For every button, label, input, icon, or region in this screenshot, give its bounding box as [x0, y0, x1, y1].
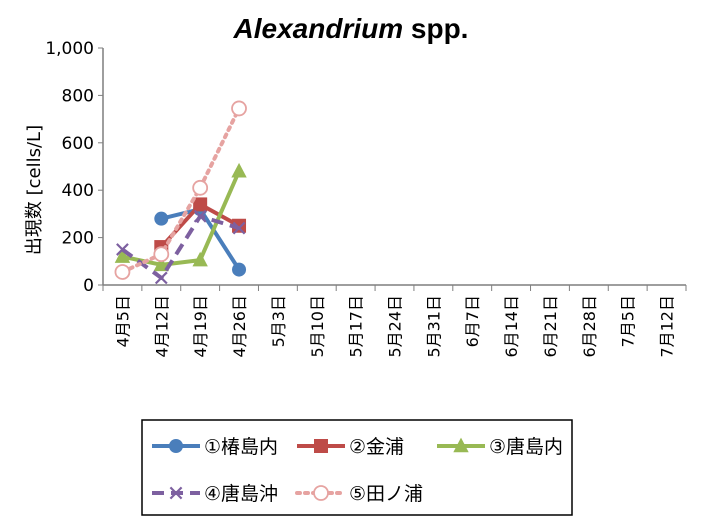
- x-tick-label: 6月7日: [463, 295, 482, 347]
- legend-marker: [313, 485, 329, 501]
- legend-item-5: ⑤田ノ浦: [295, 483, 423, 505]
- data-point: [192, 251, 208, 267]
- x-tick-label: 4月12日: [152, 295, 171, 358]
- legend-box: [141, 419, 573, 516]
- x-tick-label: 7月5日: [619, 295, 638, 347]
- x-tick-label: 5月10日: [308, 295, 327, 358]
- x-tick-label: 6月21日: [541, 295, 560, 358]
- x-marker-stroke: [154, 271, 168, 285]
- axes: [102, 48, 686, 286]
- series-line: [122, 170, 241, 267]
- data-point: [153, 246, 170, 263]
- data-point: [192, 179, 209, 196]
- data-point: [193, 197, 208, 212]
- data-point: [153, 256, 169, 272]
- data-point: [154, 271, 168, 285]
- legend-marker: [453, 437, 469, 453]
- series-4: [116, 209, 246, 285]
- series-line: [121, 214, 240, 280]
- x-tick-label: 6月28日: [580, 295, 599, 358]
- x-tick-label: 4月5日: [113, 295, 132, 347]
- series-group: [114, 100, 247, 285]
- x-tick-label: 5月24日: [386, 295, 405, 358]
- x-tick-label: 5月17日: [347, 295, 366, 358]
- legend-item-4: ④唐島沖: [152, 483, 278, 505]
- x-marker-stroke: [169, 486, 183, 500]
- x-marker-stroke: [232, 221, 246, 235]
- chart-title-rest: spp.: [403, 13, 468, 44]
- x-tick-labels: 4月5日 4月12日 4月19日 4月26日 5月3日 5月10日 5月17日 5月24日 5月…: [102, 285, 687, 358]
- x-tick-label: 4月19日: [191, 295, 210, 358]
- legend-item-3: ③唐島内: [437, 436, 563, 458]
- legend-label: ④唐島沖: [204, 483, 278, 505]
- data-point: [232, 221, 246, 235]
- data-point: [154, 211, 169, 226]
- chart-title-italic: Alexandrium: [233, 13, 404, 44]
- y-tick-label: 600: [62, 134, 94, 154]
- x-tick-label: 5月31日: [424, 295, 443, 358]
- legend-marker: [169, 439, 183, 453]
- legend-label: ③唐島内: [489, 436, 563, 458]
- y-tick-label: 400: [62, 181, 94, 201]
- y-tick-label: 800: [62, 86, 94, 106]
- series-5: [114, 100, 247, 280]
- legend-label: ①椿島内: [204, 436, 278, 458]
- legend-item-1: ①椿島内: [152, 436, 278, 458]
- series-line: [120, 106, 242, 274]
- legend-marker: [314, 439, 328, 453]
- x-tick-label: 5月3日: [269, 295, 288, 347]
- x-tick-label: 6月14日: [502, 295, 521, 358]
- data-point: [114, 248, 131, 263]
- data-point: [232, 262, 247, 277]
- data-point: [232, 218, 247, 233]
- y-tick-label: 1,000: [45, 39, 94, 59]
- series-3: [114, 162, 247, 272]
- y-axis-label: 出現数 [cells/L]: [24, 125, 45, 255]
- x-tick-label: 7月12日: [658, 295, 677, 358]
- data-point: [231, 100, 247, 117]
- legend: ①椿島内 ②金浦 ③唐島内 ④唐島沖 ⑤田ノ浦: [152, 436, 563, 505]
- data-point: [193, 209, 207, 223]
- legend-label: ②金浦: [349, 436, 404, 458]
- x-tick-label: 4月26日: [230, 295, 249, 358]
- data-point: [116, 243, 129, 256]
- x-marker-stroke: [116, 243, 129, 256]
- y-tick-label: 0: [83, 276, 94, 296]
- data-point: [114, 264, 131, 280]
- legend-label: ⑤田ノ浦: [349, 483, 423, 505]
- data-point: [231, 162, 247, 178]
- chart-title: Alexandrium spp.: [233, 13, 469, 44]
- x-marker-stroke: [193, 209, 207, 223]
- y-tick-labels: 0 200 400 600 800 1,000: [45, 39, 103, 296]
- y-tick-label: 200: [62, 229, 94, 249]
- legend-item-2: ②金浦: [297, 436, 404, 458]
- legend-marker: [169, 486, 183, 500]
